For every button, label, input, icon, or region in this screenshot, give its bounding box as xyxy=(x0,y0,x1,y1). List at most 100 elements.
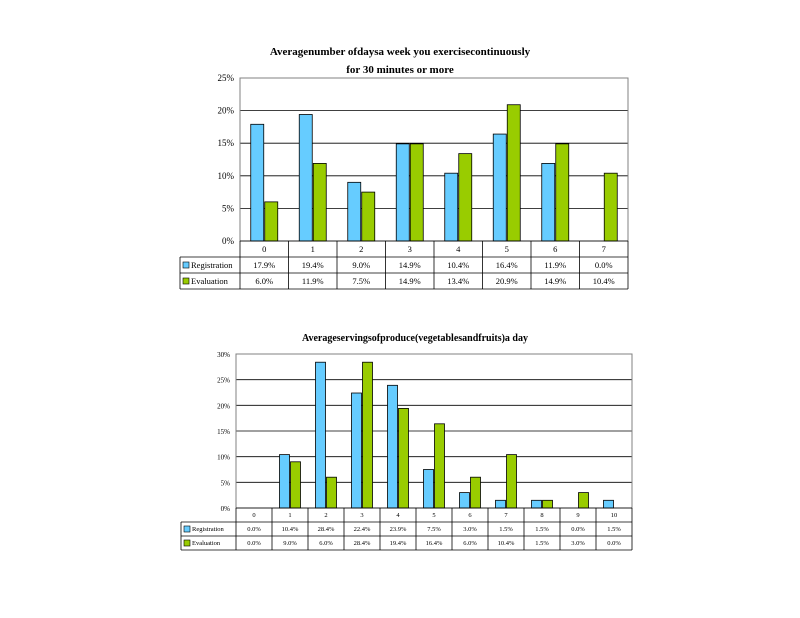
bar-registration-1 xyxy=(298,114,313,242)
bar-registration-7 xyxy=(495,499,506,509)
bar-evaluation-3 xyxy=(409,143,424,242)
chart-title: Averageservingsofproduce(vegetablesandfr… xyxy=(302,333,528,344)
y-tick-label: 0% xyxy=(221,505,231,513)
bar-evaluation-6 xyxy=(470,476,481,509)
chart-2: Averageservingsofproduce(vegetablesandfr… xyxy=(180,333,633,551)
x-tick-label: 1 xyxy=(311,244,315,254)
data-table: 0 1 2 3 4 5 6 7 Registration 17.9% 19.4% 9.0% 14.9% 1… xyxy=(179,240,629,290)
legend-swatch-registration xyxy=(182,261,190,269)
y-tick-label: 25% xyxy=(218,73,235,83)
data-label: 3.0% xyxy=(463,526,477,533)
y-tick-label: 10% xyxy=(217,454,230,462)
bar-registration-8 xyxy=(531,499,542,509)
legend-label-evaluation: Evaluation xyxy=(191,276,229,286)
data-label: 14.9% xyxy=(544,276,566,286)
plot-area xyxy=(239,77,629,242)
data-label: 13.4% xyxy=(447,276,469,286)
x-tick-label: 7 xyxy=(602,244,606,254)
data-label: 1.5% xyxy=(535,526,549,533)
bar-registration-2 xyxy=(315,361,326,509)
data-label: 0.0% xyxy=(571,526,585,533)
chart-title: Averagenumber ofdaysa week you exercisec… xyxy=(270,46,531,58)
bar-evaluation-4 xyxy=(398,408,409,509)
bar-registration-1 xyxy=(279,454,290,509)
x-tick-label: 4 xyxy=(456,244,461,254)
y-tick-label: 5% xyxy=(222,203,235,213)
data-label: 11.9% xyxy=(544,260,566,270)
data-label: 17.9% xyxy=(253,260,275,270)
bar-evaluation-7 xyxy=(506,454,517,509)
y-tick-label: 15% xyxy=(218,138,235,148)
y-tick-label: 30% xyxy=(217,351,230,359)
bar-registration-6 xyxy=(541,163,556,242)
data-label: 6.0% xyxy=(319,540,333,547)
x-tick-label: 7 xyxy=(504,512,508,519)
x-tick-label: 9 xyxy=(576,512,579,519)
bar-evaluation-8 xyxy=(542,499,553,509)
x-tick-label: 5 xyxy=(505,244,509,254)
data-label: 0.0% xyxy=(595,260,613,270)
y-tick-label: 20% xyxy=(218,106,235,116)
legend-swatch-registration xyxy=(183,525,191,533)
x-tick-label: 3 xyxy=(408,244,412,254)
bar-evaluation-5 xyxy=(506,104,521,242)
data-label: 1.5% xyxy=(499,526,513,533)
x-tick-label: 8 xyxy=(540,512,543,519)
chart-subtitle: for 30 minutes or more xyxy=(346,64,454,76)
data-label: 0.0% xyxy=(247,526,261,533)
y-tick-label: 25% xyxy=(217,377,230,385)
y-tick-label: 20% xyxy=(217,402,230,410)
bar-evaluation-5 xyxy=(434,423,445,509)
x-tick-label: 4 xyxy=(396,512,400,519)
data-label: 16.4% xyxy=(426,540,443,547)
x-tick-label: 6 xyxy=(468,512,472,519)
x-tick-label: 1 xyxy=(288,512,291,519)
data-label: 1.5% xyxy=(535,540,549,547)
data-label: 9.0% xyxy=(352,260,370,270)
data-label: 14.9% xyxy=(399,260,421,270)
data-label: 19.4% xyxy=(302,260,324,270)
bar-registration-3 xyxy=(351,392,362,509)
bar-evaluation-2 xyxy=(326,476,337,509)
bar-evaluation-1 xyxy=(312,163,327,242)
data-label: 10.4% xyxy=(498,540,515,547)
y-tick-label: 5% xyxy=(221,479,231,487)
data-label: 3.0% xyxy=(571,540,585,547)
bar-registration-4 xyxy=(387,384,398,509)
y-tick-label: 0% xyxy=(222,236,235,246)
y-tick-label: 10% xyxy=(218,171,235,181)
data-label: 10.4% xyxy=(447,260,469,270)
bar-registration-5 xyxy=(492,133,507,242)
data-label: 7.5% xyxy=(352,276,370,286)
bar-registration-2 xyxy=(347,181,362,242)
chart-1: Averagenumber ofdaysa week you exercisec… xyxy=(179,46,629,290)
x-tick-label: 0 xyxy=(252,512,255,519)
data-table: 0 1 2 3 4 5 6 7 8 9 10 Registration 0.0% 10.4% 28.4% 22… xyxy=(180,507,633,551)
bar-evaluation-2 xyxy=(361,191,376,242)
y-tick-label: 15% xyxy=(217,428,230,436)
data-label: 1.5% xyxy=(607,526,621,533)
x-tick-label: 5 xyxy=(432,512,435,519)
bar-registration-6 xyxy=(459,492,470,509)
data-label: 23.9% xyxy=(390,526,407,533)
bar-evaluation-9 xyxy=(578,492,589,509)
data-label: 20.9% xyxy=(496,276,518,286)
x-tick-label: 6 xyxy=(553,244,557,254)
data-label: 6.0% xyxy=(255,276,273,286)
bar-evaluation-0 xyxy=(264,201,279,242)
data-label: 6.0% xyxy=(463,540,477,547)
data-label: 22.4% xyxy=(354,526,371,533)
data-label: 19.4% xyxy=(390,540,407,547)
data-label: 28.4% xyxy=(318,526,335,533)
legend-label-registration: Registration xyxy=(192,526,225,533)
bar-registration-0 xyxy=(250,123,265,242)
x-tick-label: 3 xyxy=(360,512,363,519)
bar-evaluation-1 xyxy=(290,461,301,509)
bar-evaluation-4 xyxy=(458,153,473,242)
bar-registration-10 xyxy=(603,499,614,509)
legend-label-evaluation: Evaluation xyxy=(192,540,221,547)
legend-label-registration: Registration xyxy=(191,260,233,270)
legend-swatch-evaluation xyxy=(183,539,191,547)
bar-registration-5 xyxy=(423,469,434,509)
